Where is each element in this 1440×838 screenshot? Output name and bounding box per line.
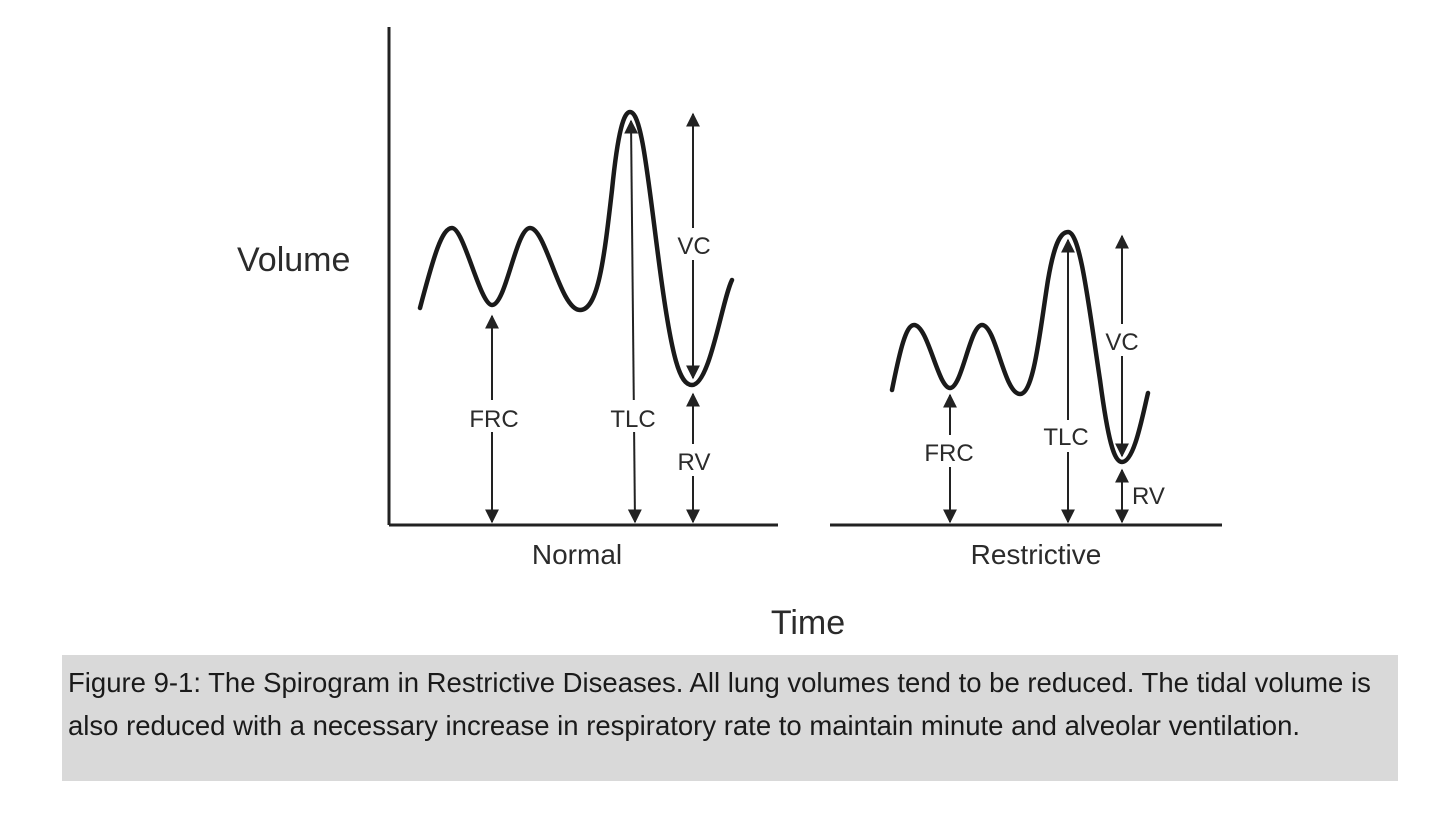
spirogram-diagram: Volume Time Normal Restrictive FRC TLC V… [237, 27, 1222, 642]
normal-spirogram-curve [417, 109, 735, 388]
normal-frc-label: FRC [469, 406, 518, 433]
restrictive-frc-label: FRC [924, 440, 973, 467]
normal-rv-label: RV [678, 449, 711, 476]
panel-label-restrictive: Restrictive [971, 539, 1102, 570]
normal-vc-label: VC [677, 233, 710, 260]
normal-tlc-arrow [624, 119, 642, 524]
restrictive-rv-label: RV [1132, 483, 1165, 510]
x-axis-label: Time [771, 604, 845, 642]
y-axis-label: Volume [237, 241, 350, 279]
restrictive-spirogram-curve [889, 229, 1151, 465]
restrictive-tlc-label: TLC [1043, 424, 1088, 451]
panel-label-normal: Normal [532, 539, 622, 570]
normal-tlc-label: TLC [610, 406, 655, 433]
restrictive-vc-label: VC [1105, 329, 1138, 356]
figure-caption: Figure 9-1: The Spirogram in Restrictive… [62, 655, 1398, 781]
